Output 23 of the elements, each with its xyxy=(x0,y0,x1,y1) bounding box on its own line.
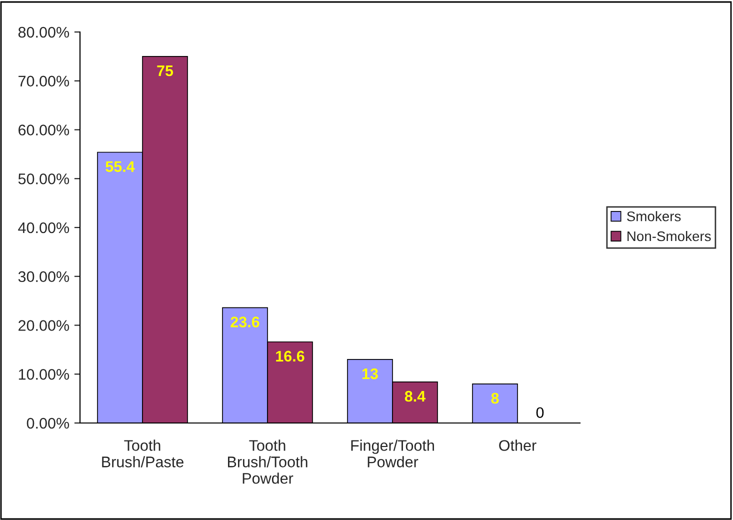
y-tick-label: 60.00% xyxy=(18,124,70,136)
y-tick-label: 70.00% xyxy=(18,76,70,87)
x-tick-label: Finger/Tooth Powder xyxy=(351,440,434,468)
data-label: 8 xyxy=(491,392,499,404)
y-tick-label: 20.00% xyxy=(18,320,70,331)
data-label: 13 xyxy=(362,368,378,380)
y-tick-label: 50.00% xyxy=(18,173,70,184)
data-label: 55.4 xyxy=(106,161,135,172)
y-tick-label: 30.00% xyxy=(18,271,70,282)
y-tick-label: 40.00% xyxy=(18,222,70,234)
legend-label: Non-Smokers xyxy=(628,230,711,242)
x-tick-label: Other xyxy=(499,440,536,451)
y-tick-label: 80.00% xyxy=(18,26,70,38)
data-label: 75 xyxy=(157,66,174,76)
x-tick-label: Tooth Brush/Paste xyxy=(102,440,184,468)
data-label: 0 xyxy=(536,407,544,418)
data-label: 23.6 xyxy=(230,316,260,328)
data-label: 16.6 xyxy=(276,350,304,362)
data-label: 8.4 xyxy=(404,390,426,402)
legend-label: Smokers xyxy=(627,211,681,222)
x-tick-label: Tooth Brush/Tooth Powder xyxy=(228,440,308,484)
y-tick-label: 0.00% xyxy=(26,418,70,429)
y-tick-label: 10.00% xyxy=(18,368,70,380)
